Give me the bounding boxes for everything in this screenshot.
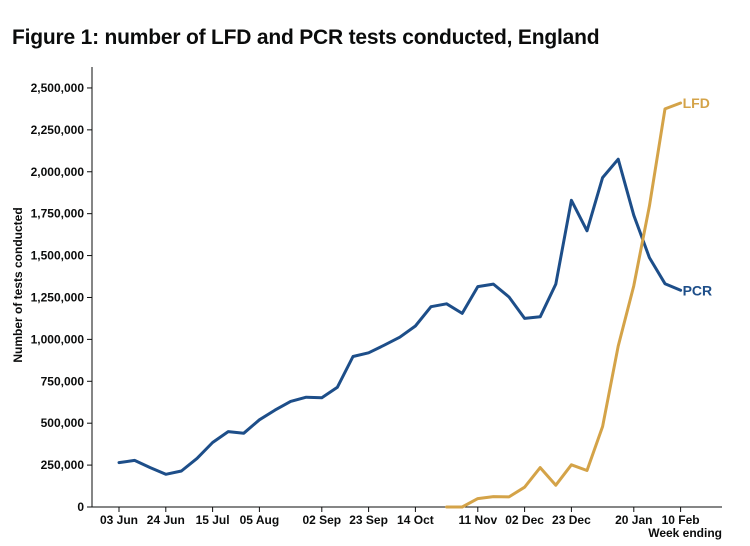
y-tick-label: 1,250,000	[31, 290, 85, 304]
series-line-lfd	[445, 101, 683, 509]
y-tick-label: 750,000	[41, 374, 85, 388]
x-tick-label: 20 Jan	[615, 513, 652, 527]
x-axis: 03 Jun 24 Jun 15 Jul 05 Aug 02 Sep 23 Sep 14 O…	[92, 506, 722, 527]
y-tick-label: 2,000,000	[31, 165, 85, 179]
y-tick-label: 2,250,000	[31, 123, 85, 137]
series-line-pcr	[117, 157, 683, 476]
x-tick-label: 03 Jun	[100, 513, 138, 527]
y-tick-label: 250,000	[41, 458, 85, 472]
x-tick-label: 10 Feb	[662, 513, 700, 527]
x-tick-label: 23 Sep	[349, 513, 388, 527]
x-tick-label: 14 Oct	[397, 513, 434, 527]
y-tick-label: 1,500,000	[31, 249, 85, 263]
series-lines	[117, 101, 683, 509]
x-tick-label: 05 Aug	[240, 513, 280, 527]
y-tick-label: 0	[77, 500, 84, 514]
x-tick-label: 02 Sep	[302, 513, 341, 527]
series-label-pcr: PCR	[683, 282, 713, 298]
y-axis-title: Number of tests conducted	[11, 207, 25, 362]
x-axis-title: Week ending	[648, 526, 722, 540]
y-tick-label: 500,000	[41, 416, 85, 430]
y-tick-label: 1,750,000	[31, 207, 85, 221]
series-labels: PCR LFD	[683, 95, 713, 298]
chart-title: Figure 1: number of LFD and PCR tests co…	[12, 26, 600, 49]
y-tick-label: 1,000,000	[31, 332, 85, 346]
x-tick-label: 23 Dec	[552, 513, 591, 527]
y-axis: 0 250,000 500,000 750,000 1,000,000 1,250,000…	[31, 67, 93, 514]
x-tick-label: 24 Jun	[147, 513, 185, 527]
x-tick-label: 11 Nov	[458, 513, 497, 527]
x-tick-label: 02 Dec	[505, 513, 544, 527]
series-label-lfd: LFD	[683, 95, 710, 111]
x-tick-label: 15 Jul	[196, 513, 230, 527]
y-tick-label: 2,500,000	[31, 81, 85, 95]
